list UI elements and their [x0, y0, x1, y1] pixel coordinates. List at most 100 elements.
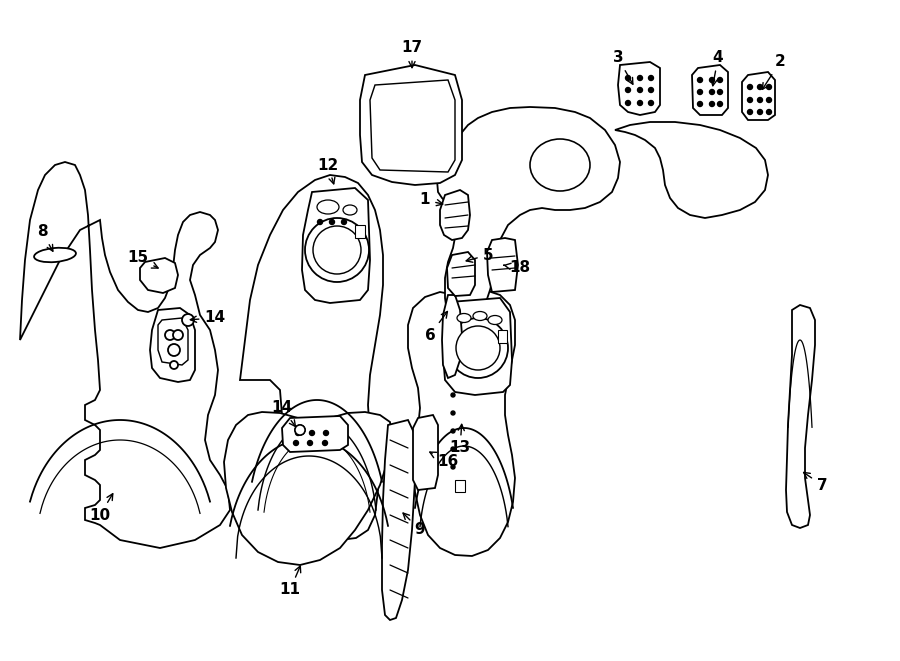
Circle shape: [308, 440, 312, 446]
Text: 8: 8: [37, 225, 53, 251]
Circle shape: [295, 425, 305, 435]
Circle shape: [182, 314, 194, 326]
Text: 15: 15: [128, 251, 158, 268]
Circle shape: [293, 440, 299, 446]
Circle shape: [767, 98, 771, 102]
Circle shape: [767, 110, 771, 114]
Circle shape: [717, 77, 723, 83]
Polygon shape: [158, 318, 188, 365]
Text: 10: 10: [89, 494, 112, 522]
Circle shape: [717, 102, 723, 106]
Circle shape: [329, 219, 335, 225]
Circle shape: [456, 326, 500, 370]
Polygon shape: [442, 295, 462, 378]
Polygon shape: [240, 175, 383, 540]
Polygon shape: [302, 188, 370, 303]
Text: 14: 14: [272, 401, 295, 426]
Circle shape: [295, 425, 305, 435]
Ellipse shape: [317, 200, 339, 214]
Text: 3: 3: [613, 50, 633, 84]
Ellipse shape: [473, 311, 487, 321]
Circle shape: [649, 75, 653, 81]
Polygon shape: [742, 72, 775, 120]
Text: 17: 17: [401, 40, 423, 67]
Polygon shape: [443, 298, 512, 395]
Circle shape: [637, 87, 643, 93]
Polygon shape: [140, 258, 178, 293]
Circle shape: [451, 393, 455, 397]
Polygon shape: [447, 252, 475, 296]
Polygon shape: [282, 416, 348, 452]
Circle shape: [322, 440, 328, 446]
Circle shape: [758, 98, 762, 102]
Circle shape: [170, 361, 178, 369]
Circle shape: [748, 110, 752, 114]
Circle shape: [451, 447, 455, 451]
Circle shape: [637, 100, 643, 106]
Circle shape: [448, 318, 508, 378]
Polygon shape: [455, 480, 465, 492]
Text: 16: 16: [430, 452, 459, 469]
Text: 13: 13: [449, 424, 471, 455]
Circle shape: [698, 77, 703, 83]
Circle shape: [637, 75, 643, 81]
Circle shape: [649, 100, 653, 106]
Polygon shape: [615, 122, 768, 218]
Circle shape: [313, 226, 361, 274]
Circle shape: [626, 87, 631, 93]
Circle shape: [767, 85, 771, 89]
Ellipse shape: [343, 205, 357, 215]
Ellipse shape: [457, 313, 471, 323]
Text: 12: 12: [318, 157, 338, 184]
Text: 9: 9: [403, 513, 426, 537]
Polygon shape: [413, 415, 438, 490]
Ellipse shape: [530, 139, 590, 191]
Circle shape: [310, 430, 314, 436]
Polygon shape: [20, 162, 230, 548]
Text: 7: 7: [804, 473, 827, 492]
Polygon shape: [487, 238, 518, 292]
Circle shape: [649, 87, 653, 93]
Polygon shape: [382, 420, 415, 620]
Polygon shape: [224, 412, 392, 565]
Circle shape: [318, 219, 322, 225]
Polygon shape: [786, 305, 815, 528]
Circle shape: [341, 219, 346, 225]
Polygon shape: [498, 330, 507, 343]
Circle shape: [173, 330, 183, 340]
Circle shape: [698, 102, 703, 106]
Circle shape: [165, 330, 175, 340]
Polygon shape: [440, 190, 470, 240]
Text: 2: 2: [762, 54, 786, 89]
Polygon shape: [360, 65, 462, 185]
Text: 18: 18: [504, 260, 531, 276]
Circle shape: [698, 89, 703, 95]
Circle shape: [305, 218, 369, 282]
Circle shape: [451, 411, 455, 415]
Text: 11: 11: [280, 566, 301, 598]
Polygon shape: [355, 225, 365, 238]
Circle shape: [709, 89, 715, 95]
Polygon shape: [437, 107, 620, 322]
Text: 4: 4: [711, 50, 724, 86]
Circle shape: [323, 430, 328, 436]
Polygon shape: [692, 65, 728, 115]
Circle shape: [758, 85, 762, 89]
Ellipse shape: [488, 315, 502, 325]
Circle shape: [451, 429, 455, 433]
Text: 5: 5: [466, 247, 493, 262]
Circle shape: [748, 98, 752, 102]
Circle shape: [717, 89, 723, 95]
Circle shape: [168, 344, 180, 356]
Circle shape: [626, 100, 631, 106]
Circle shape: [758, 110, 762, 114]
Circle shape: [295, 430, 301, 436]
Circle shape: [709, 77, 715, 83]
Circle shape: [709, 102, 715, 106]
Polygon shape: [618, 62, 660, 115]
Circle shape: [451, 465, 455, 469]
Polygon shape: [150, 308, 195, 382]
Text: 6: 6: [425, 311, 447, 342]
Polygon shape: [408, 290, 515, 556]
Circle shape: [626, 75, 631, 81]
